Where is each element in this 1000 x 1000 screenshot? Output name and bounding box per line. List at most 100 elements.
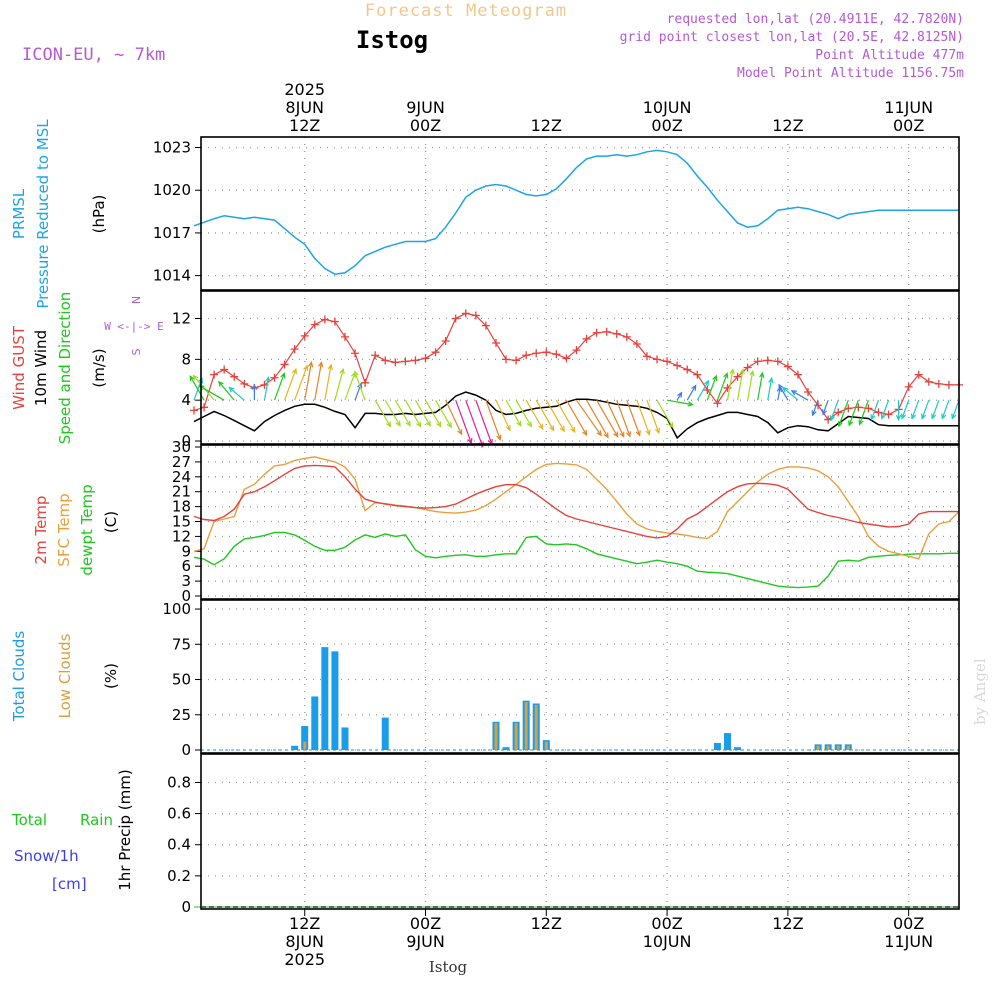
gust-marker: [783, 362, 792, 371]
wind-arrowhead: [467, 437, 473, 445]
panel-frame: [200, 444, 960, 600]
gust-marker: [663, 357, 672, 366]
wind-gust-label: Wind GUST: [10, 325, 28, 410]
wind-arrowhead: [759, 371, 765, 378]
precip-cm-label: [cm]: [52, 875, 87, 893]
wind-arrowhead: [339, 367, 345, 375]
gust-marker: [763, 356, 772, 365]
wind-arrowhead: [811, 410, 817, 417]
y-tick-label: 12: [172, 310, 191, 328]
wind-arrowhead: [189, 375, 195, 382]
wind-dir-label: Speed and Direction: [56, 292, 74, 445]
wind-arrow: [505, 399, 522, 426]
gust-marker: [753, 357, 762, 366]
wind-arrowhead: [790, 390, 797, 396]
y-tick-label: 0.8: [167, 773, 191, 791]
wind-arrowhead: [538, 423, 544, 430]
grid-layer: [195, 137, 959, 916]
wind-arrow: [596, 399, 619, 437]
wind-arrowhead: [921, 413, 927, 420]
gust-marker: [814, 401, 823, 410]
time-label-top: 00Z: [893, 116, 924, 135]
gust-marker: [220, 365, 229, 374]
gust-marker: [934, 379, 943, 388]
gust-marker: [210, 370, 219, 379]
time-label-bottom: 10JUN: [643, 932, 692, 951]
gust-marker: [532, 349, 541, 358]
wind-arrow: [616, 399, 631, 437]
panel-frame: [200, 290, 960, 445]
gust-marker: [190, 406, 198, 415]
gust-marker: [622, 332, 631, 341]
station-name: Istog: [356, 26, 428, 54]
y-tick-label: 50: [172, 671, 191, 689]
y-tick-label: 0: [181, 587, 191, 605]
wind-arrowhead: [570, 426, 576, 434]
y-tick-label: 1020: [153, 181, 191, 199]
wind-arrowhead: [645, 429, 651, 436]
wind-arrow: [304, 362, 312, 401]
wind-arrowhead: [848, 420, 854, 427]
wind-10m-label: 10m Wind: [32, 330, 50, 406]
wind-arrowhead: [405, 420, 411, 427]
gust-marker: [914, 370, 923, 379]
wind-arrow: [901, 399, 910, 419]
wind-arrow: [414, 399, 431, 426]
gust-marker: [713, 399, 722, 408]
wind-arrow: [656, 399, 674, 428]
gust-marker: [793, 370, 802, 379]
gust-marker: [240, 379, 249, 388]
gust-marker: [884, 410, 893, 419]
wind-arrowhead: [307, 360, 314, 368]
requested-coords: requested lon,lat (20.4911E, 42.7820N): [667, 12, 964, 27]
y-tick-label: 100: [162, 600, 191, 618]
total-cloud-bar: [381, 717, 389, 750]
wind-arrowhead: [619, 431, 625, 438]
gust-marker: [381, 356, 390, 365]
gust-marker: [290, 345, 299, 354]
wind-arrow: [324, 364, 332, 401]
wind-arrowhead: [858, 419, 864, 426]
model-altitude: Model Point Altitude 1156.75m: [737, 66, 964, 81]
low-cloud-bar: [826, 745, 830, 750]
point-altitude: Point Altitude 477m: [815, 48, 964, 63]
temp-sfc-label: SFC Temp: [55, 493, 73, 566]
low-cloud-bar: [524, 702, 528, 750]
y-tick-label: 3: [181, 572, 191, 590]
gust-marker: [320, 315, 329, 324]
y-tick-label: 4: [181, 391, 191, 409]
y-tick-label: 25: [172, 706, 191, 724]
wind-arrowhead: [496, 434, 502, 441]
panel-frame: [200, 753, 960, 910]
wind-arrow: [284, 368, 297, 401]
wind-arrow: [791, 390, 809, 401]
time-label-bottom: 00Z: [651, 914, 682, 933]
wind-arrow: [921, 399, 930, 419]
y-tick-label: 15: [172, 513, 191, 531]
time-label-top: 12Z: [772, 116, 803, 135]
y-tick-label: 18: [172, 498, 191, 516]
wind-arrow: [218, 381, 235, 401]
wind-arrow: [778, 384, 789, 401]
gust-marker: [461, 309, 470, 318]
y-tick-label: 0.2: [167, 867, 191, 885]
wind-arrow: [586, 399, 609, 438]
wind-arrowhead: [265, 376, 271, 383]
wind-arrowhead: [217, 380, 224, 387]
time-label-bottom: 9JUN: [406, 932, 445, 951]
wind-arrowhead: [303, 364, 309, 371]
wind-arrowhead: [596, 430, 602, 437]
wind-arrowhead: [910, 413, 917, 420]
wind-arrowhead: [318, 360, 324, 368]
gust-marker: [944, 380, 953, 389]
gust-marker: [673, 361, 682, 370]
wind-arrow: [838, 399, 849, 427]
time-label-bottom: 12Z: [772, 914, 803, 933]
wind-arrowhead: [778, 383, 784, 390]
wind-arrow: [830, 399, 839, 421]
gust-marker: [491, 339, 500, 348]
wind-arrow: [726, 369, 734, 401]
wind-arrowhead: [781, 386, 789, 393]
wind-arrow: [465, 399, 484, 447]
